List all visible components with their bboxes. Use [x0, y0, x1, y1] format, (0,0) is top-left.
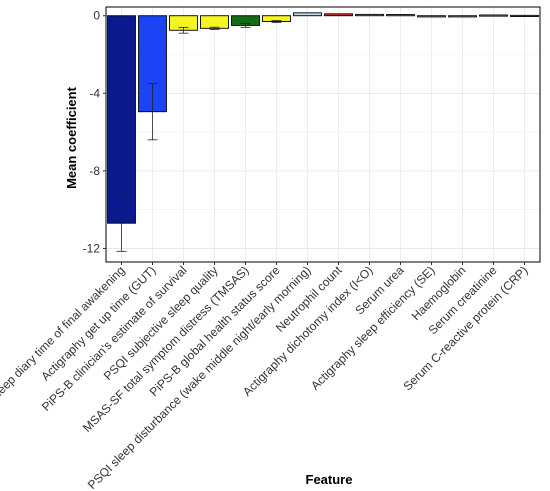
- bar: [386, 14, 415, 17]
- grid: [106, 7, 540, 262]
- bar: [448, 15, 477, 18]
- y-tick-label: -8: [89, 164, 100, 178]
- bar: [510, 14, 539, 17]
- y-tick-label: 0: [93, 9, 100, 23]
- plot-border: [105, 6, 541, 263]
- bar: [355, 13, 384, 17]
- bar: [200, 15, 229, 29]
- error-bars: [116, 20, 282, 252]
- y-tick-label: -12: [83, 241, 101, 255]
- y-axis: 0 -4 -8 -12: [83, 9, 106, 255]
- bars: [107, 12, 539, 224]
- y-axis-title: Mean coefficient: [64, 86, 79, 189]
- bar: [107, 15, 136, 224]
- bar: [417, 15, 446, 18]
- y-tick-label: -4: [89, 86, 100, 100]
- x-axis: Sleep diary time of final awakeningActig…: [0, 262, 531, 491]
- bar: [479, 14, 508, 17]
- x-axis-title: Feature: [306, 472, 353, 487]
- bar: [324, 13, 353, 17]
- bar: [293, 12, 322, 17]
